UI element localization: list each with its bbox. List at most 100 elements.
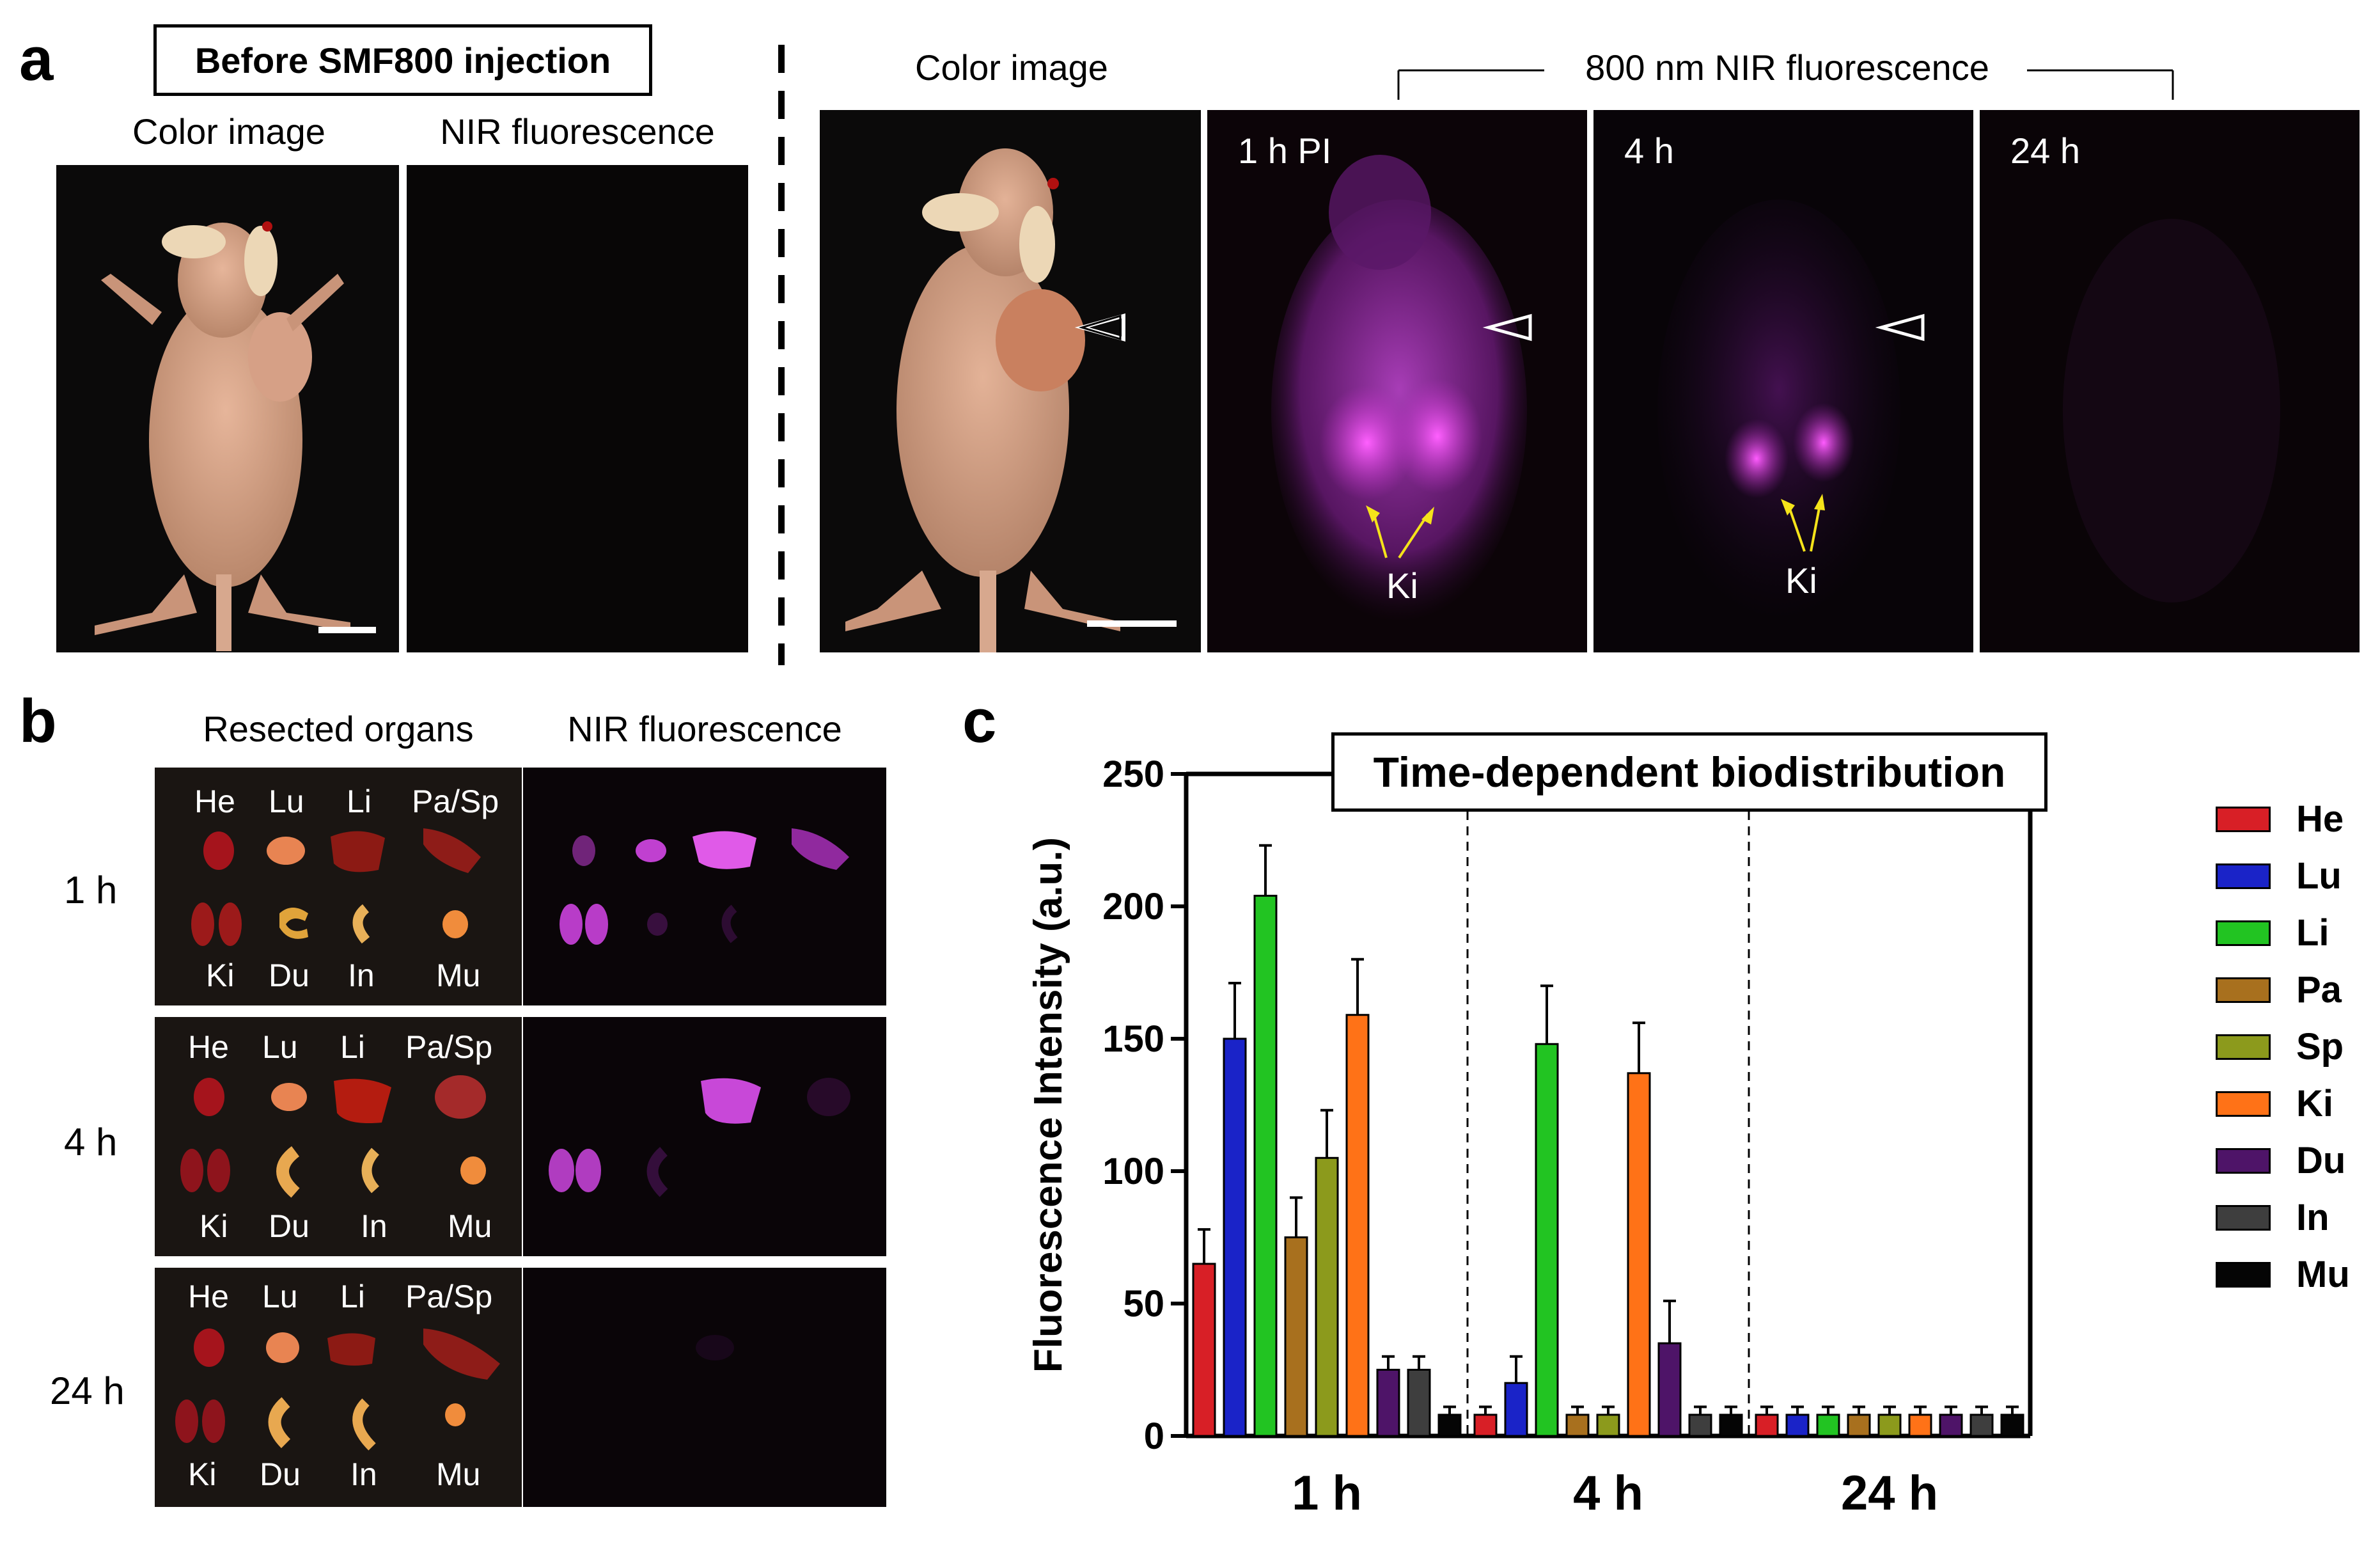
bar-in-1 — [1688, 1414, 1712, 1437]
before-injection-title: Before SMF800 injection — [153, 24, 652, 96]
legend-swatch — [2216, 863, 2271, 889]
organ-label-24h-he: He — [188, 1279, 229, 1314]
bar-lu-2 — [1785, 1414, 1810, 1437]
y-tick-label: 200 — [1102, 886, 1164, 927]
resected-organs-label: Resected organs — [203, 709, 474, 749]
nir-bracket — [1397, 69, 2174, 100]
bar-ki-1 — [1627, 1072, 1651, 1437]
bar-sp-0 — [1315, 1156, 1339, 1437]
chart-title: Time-dependent biodistribution — [1331, 732, 2047, 812]
bar-he-1 — [1473, 1414, 1498, 1437]
right-color-image-label: Color image — [915, 47, 1108, 88]
organ-label-1h-mu: Mu — [436, 958, 481, 993]
bar-pa-1 — [1565, 1414, 1590, 1437]
before-color-photo — [56, 165, 399, 652]
bar-in-0 — [1407, 1369, 1431, 1437]
organ-label-1h-pasp: Pa/Sp — [412, 784, 499, 819]
organ-label-4h-lu: Lu — [262, 1029, 298, 1065]
bar-li-0 — [1253, 894, 1278, 1437]
organ-label-4h-mu: Mu — [448, 1208, 492, 1244]
legend-item-mu: Mu — [2216, 1256, 2350, 1293]
legend-swatch — [2216, 807, 2271, 832]
bar-pa-2 — [1847, 1414, 1871, 1437]
row-label-4h: 4 h — [64, 1121, 118, 1163]
organs-nir-label: NIR fluorescence — [567, 709, 842, 749]
legend-swatch — [2216, 920, 2271, 946]
organ-label-24h-in: In — [350, 1456, 377, 1492]
legend-label: Li — [2296, 912, 2329, 954]
legend-item-he: He — [2216, 801, 2344, 838]
chart-legend: He Lu Li Pa Sp Ki Du In Mu — [2216, 801, 2376, 1313]
legend-swatch — [2216, 977, 2271, 1003]
legend-item-lu: Lu — [2216, 858, 2342, 895]
organ-label-1h-in: In — [348, 958, 375, 993]
time-label-4h: 4 h — [1624, 130, 1674, 171]
legend-label: Mu — [2296, 1254, 2350, 1295]
legend-label: Du — [2296, 1140, 2346, 1181]
legend-swatch — [2216, 1205, 2271, 1231]
bar-du-0 — [1376, 1369, 1400, 1437]
nir-24h-image: 24 h — [1980, 110, 2360, 652]
organs-nir-24h — [523, 1268, 886, 1507]
organ-label-1h-ki: Ki — [206, 958, 235, 993]
y-axis-title: Fluorescence Intensity (a.u.) — [1026, 837, 1070, 1373]
bar-sp-2 — [1877, 1414, 1902, 1437]
organ-label-24h-pasp: Pa/Sp — [405, 1279, 493, 1314]
x-category-label: 24 h — [1841, 1466, 1938, 1520]
y-tick-label: 50 — [1123, 1283, 1164, 1325]
legend-swatch — [2216, 1034, 2271, 1060]
organs-nir-1h — [523, 768, 886, 1005]
legend-label: Lu — [2296, 855, 2342, 897]
x-category-label: 4 h — [1573, 1466, 1643, 1520]
organ-label-24h-mu: Mu — [436, 1456, 481, 1492]
organ-label-24h-du: Du — [260, 1456, 301, 1492]
organ-label-1h-he: He — [194, 784, 235, 819]
organs-photo-4h: He Lu Li Pa/Sp Ki Du In Mu — [155, 1017, 522, 1256]
organ-label-4h-li: Li — [340, 1029, 365, 1065]
x-category-label: 1 h — [1292, 1466, 1362, 1520]
bar-mu-2 — [2000, 1414, 2024, 1437]
legend-item-pa: Pa — [2216, 972, 2342, 1009]
y-tick-label: 250 — [1102, 753, 1164, 795]
legend-swatch — [2216, 1262, 2271, 1288]
panel-a-letter: a — [19, 25, 54, 93]
left-nir-label: NIR fluorescence — [440, 111, 715, 152]
bar-ki-2 — [1908, 1414, 1932, 1437]
bar-lu-0 — [1223, 1037, 1247, 1437]
bar-mu-0 — [1437, 1414, 1462, 1437]
bar-he-0 — [1192, 1263, 1216, 1437]
organs-photo-24h: He Lu Li Pa/Sp Ki Du In Mu — [155, 1268, 522, 1507]
bar-ki-0 — [1345, 1014, 1370, 1437]
bar-lu-1 — [1504, 1382, 1528, 1437]
kidney-label-1h: Ki — [1386, 565, 1418, 606]
legend-label: In — [2296, 1197, 2329, 1238]
legend-item-ki: Ki — [2216, 1085, 2333, 1123]
legend-item-sp: Sp — [2216, 1029, 2344, 1066]
bar-li-2 — [1816, 1414, 1840, 1437]
time-label-24h: 24 h — [2010, 130, 2080, 171]
bar-pa-0 — [1284, 1236, 1308, 1437]
legend-label: Ki — [2296, 1083, 2333, 1124]
left-color-image-label: Color image — [132, 111, 325, 152]
legend-item-in: In — [2216, 1199, 2329, 1236]
organ-label-4h-he: He — [188, 1029, 229, 1065]
y-tick-label: 100 — [1102, 1151, 1164, 1192]
legend-label: Pa — [2296, 969, 2342, 1011]
bar-li-1 — [1535, 1043, 1559, 1437]
time-label-1h: 1 h PI — [1238, 130, 1332, 171]
organ-label-24h-lu: Lu — [262, 1279, 298, 1314]
bar-sp-1 — [1596, 1414, 1620, 1437]
organs-nir-4h — [523, 1017, 886, 1256]
bar-mu-1 — [1719, 1414, 1743, 1437]
organ-label-4h-ki: Ki — [200, 1208, 228, 1244]
legend-label: He — [2296, 798, 2344, 840]
row-label-24h: 24 h — [50, 1369, 125, 1412]
panel-c-letter: c — [962, 687, 997, 755]
organs-photo-1h: He Lu Li Pa/Sp Ki Du In Mu — [155, 768, 522, 1005]
nir-header: 800 nm NIR fluorescence — [1585, 47, 1989, 88]
organ-label-1h-du: Du — [269, 958, 309, 993]
before-nir-image — [407, 165, 748, 652]
bar-du-2 — [1939, 1414, 1963, 1437]
organ-label-4h-pasp: Pa/Sp — [405, 1029, 493, 1065]
legend-item-du: Du — [2216, 1142, 2345, 1179]
